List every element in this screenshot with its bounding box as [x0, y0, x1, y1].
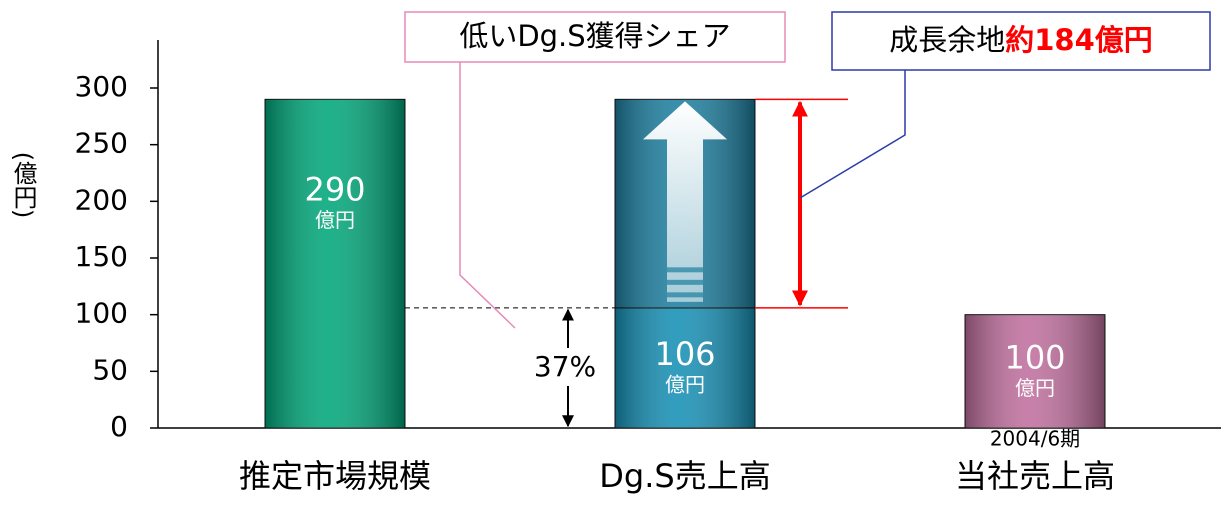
arrow-stripe — [667, 279, 703, 285]
leader-line — [799, 70, 906, 199]
share-bg — [528, 348, 606, 386]
x-tick-label: 当社売上高 — [955, 457, 1115, 495]
y-tick-label: 50 — [92, 353, 128, 386]
growth-name: 成長余地 — [889, 23, 1005, 57]
share-label: 37% — [534, 350, 596, 383]
data-label: 290 — [304, 171, 365, 209]
period-note: 2004/6期 — [990, 427, 1080, 451]
bar-shade — [965, 314, 1105, 428]
y-tick-label: 300 — [75, 70, 128, 103]
plot — [150, 40, 1221, 429]
data-unit: 億円 — [315, 208, 355, 232]
data-label: 100 — [1004, 338, 1065, 376]
y-tick-label: 100 — [75, 297, 128, 330]
y-tick-label: 0 — [110, 410, 128, 443]
growth-label: 約184億円 — [1005, 23, 1153, 57]
bar-shade — [615, 307, 755, 428]
y-tick-label: 200 — [75, 183, 128, 216]
x-tick-label: Dg.S売上高 — [599, 457, 770, 495]
y-tick-label: 150 — [75, 240, 128, 273]
data-unit: 億円 — [665, 372, 705, 396]
callout-text: 低いDg.S獲得シェア — [459, 19, 730, 53]
growth-arrow — [643, 101, 727, 302]
data-label: 106 — [654, 335, 715, 373]
arrow-stripe — [667, 292, 703, 298]
bar-shade — [265, 99, 405, 428]
leader-line — [459, 62, 516, 329]
x-tick-label: 推定市場規模 — [239, 457, 431, 495]
callout-box — [404, 11, 786, 63]
y-axis-label: (億円) — [9, 152, 37, 219]
callout-box — [831, 11, 1211, 71]
callout-text: 成長余地約184億円 — [889, 23, 1153, 57]
arrow-stripe — [667, 267, 703, 273]
y-tick-label: 250 — [75, 127, 128, 160]
data-unit: 億円 — [1015, 376, 1055, 400]
